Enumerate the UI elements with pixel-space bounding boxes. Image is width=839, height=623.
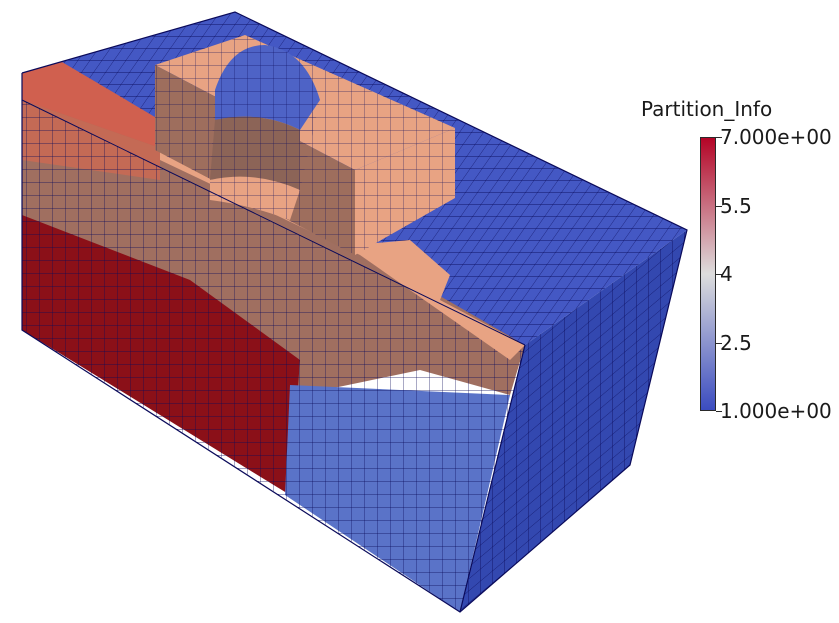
legend-title: Partition_Info [641,97,773,121]
top-face-partition-7 [22,62,160,150]
colorbar-tick-mark [716,411,722,412]
colorbar-tick-mark [716,342,722,344]
colorbar-tick-mark [716,274,722,275]
colorbar [700,137,716,411]
box-outline [21,11,688,613]
cylinder-mesh [210,45,320,220]
colorbar-tick-label: 2.5 [720,330,752,355]
colorbar-tick-label: 5.5 [720,193,752,218]
top-front-edge [21,99,526,346]
colorbar-tick-mark [716,137,722,138]
colorbar-tick-label: 7.000e+00 [720,125,832,149]
colorbar-tick-label: 1.000e+00 [720,399,832,423]
colorbar-tick-label: 4 [720,262,733,286]
right-side-face-mesh [460,230,687,612]
front-right-edge [459,344,526,613]
front-face-mesh [22,100,525,612]
colorbar-tick-mark [716,205,722,207]
